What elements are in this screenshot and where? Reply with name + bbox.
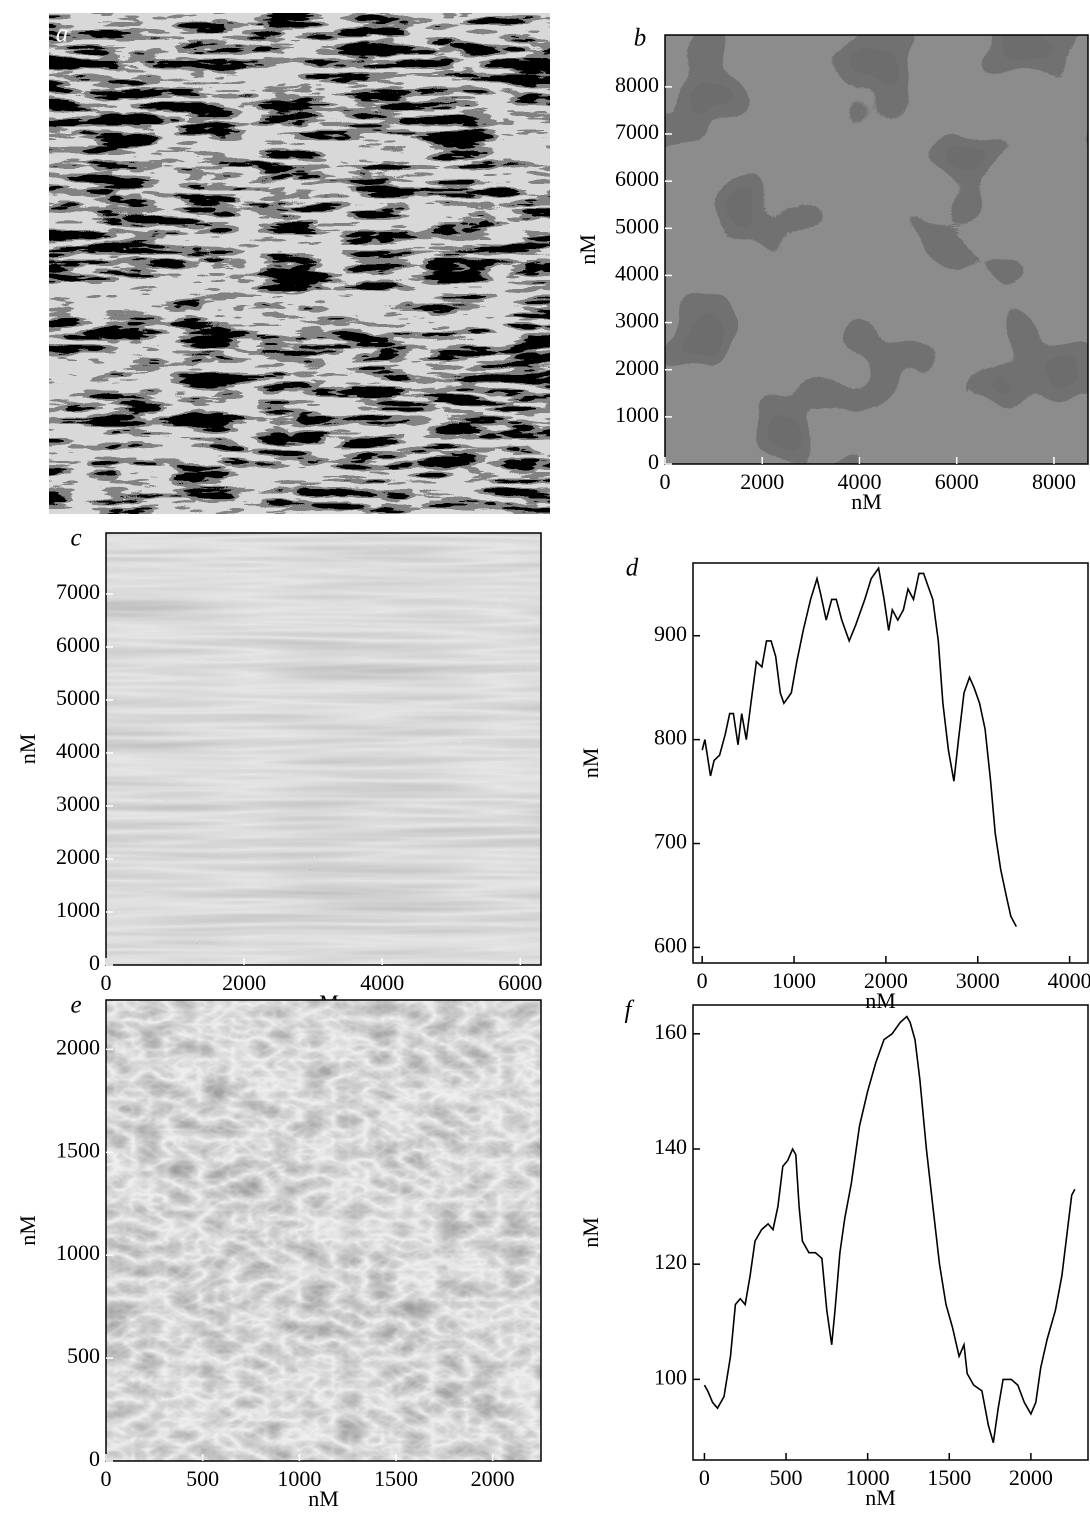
- figure: a020004000600080000100020003000400050006…: [0, 0, 1090, 1519]
- y-tick-label: 100: [654, 1364, 687, 1389]
- x-tick-label: 2000: [471, 1466, 515, 1491]
- y-tick-label: 800: [654, 725, 687, 750]
- y-tick-label: 1000: [56, 897, 100, 922]
- panel-label: f: [625, 997, 635, 1024]
- y-axis-label: nM: [575, 234, 600, 265]
- y-tick-label: 2000: [56, 1034, 100, 1059]
- x-tick-label: 1500: [927, 1465, 971, 1490]
- x-tick-label: 2000: [1009, 1465, 1053, 1490]
- profile-line: [702, 568, 1016, 926]
- panel-label: b: [634, 25, 647, 52]
- afm-image-texture: [665, 35, 1088, 464]
- y-tick-label: 7000: [615, 119, 659, 144]
- y-axis-label: nM: [578, 1217, 603, 1248]
- y-tick-label: 4000: [615, 260, 659, 285]
- y-tick-label: 0: [648, 449, 659, 474]
- y-tick-label: 160: [654, 1019, 687, 1044]
- axes-frame: [693, 1005, 1088, 1460]
- afm-image-texture: [49, 13, 550, 514]
- y-tick-label: 2000: [56, 844, 100, 869]
- y-tick-label: 500: [67, 1343, 100, 1368]
- x-tick-label: 0: [697, 968, 708, 993]
- y-tick-label: 4000: [56, 738, 100, 763]
- y-tick-label: 1000: [615, 402, 659, 427]
- y-tick-label: 3000: [56, 791, 100, 816]
- afm-image-texture: [106, 1000, 541, 1461]
- y-tick-label: 8000: [615, 72, 659, 97]
- page: {"chart_data": [ {"type": "image", "titl…: [0, 0, 1090, 1519]
- y-tick-label: 900: [654, 621, 687, 646]
- x-axis-label: nM: [851, 489, 882, 514]
- y-tick-label: 5000: [56, 685, 100, 710]
- x-tick-label: 4000: [1048, 968, 1090, 993]
- x-tick-label: 500: [770, 1465, 803, 1490]
- y-tick-label: 6000: [56, 632, 100, 657]
- panel-label: d: [626, 555, 639, 582]
- y-tick-label: 6000: [615, 166, 659, 191]
- x-tick-label: 6000: [935, 469, 979, 494]
- x-tick-label: 2000: [222, 970, 266, 995]
- y-tick-label: 5000: [615, 213, 659, 238]
- x-tick-label: 3000: [956, 968, 1000, 993]
- x-tick-label: 0: [699, 1465, 710, 1490]
- y-tick-label: 1500: [56, 1137, 100, 1162]
- y-axis-label: nM: [578, 748, 603, 779]
- x-tick-label: 500: [186, 1466, 219, 1491]
- y-tick-label: 0: [89, 950, 100, 975]
- y-tick-label: 1000: [56, 1240, 100, 1265]
- x-tick-label: 8000: [1032, 469, 1076, 494]
- x-axis-label: nM: [865, 988, 896, 1013]
- x-tick-label: 0: [101, 970, 112, 995]
- y-tick-label: 0: [89, 1446, 100, 1471]
- x-axis-label: nM: [308, 1486, 339, 1511]
- panel-label: c: [70, 525, 81, 552]
- x-tick-label: 0: [101, 1466, 112, 1491]
- x-tick-label: 2000: [740, 469, 784, 494]
- y-tick-label: 700: [654, 829, 687, 854]
- y-tick-label: 3000: [615, 308, 659, 333]
- panel-label: a: [56, 21, 69, 48]
- x-tick-label: 6000: [498, 970, 542, 995]
- panel-label: e: [70, 992, 81, 1019]
- x-tick-label: 0: [660, 469, 671, 494]
- y-tick-label: 140: [654, 1134, 687, 1159]
- y-axis-label: nM: [15, 734, 40, 765]
- y-tick-label: 7000: [56, 579, 100, 604]
- profile-line: [704, 1017, 1075, 1443]
- x-tick-label: 1500: [374, 1466, 418, 1491]
- y-tick-label: 120: [654, 1249, 687, 1274]
- x-tick-label: 1000: [772, 968, 816, 993]
- x-axis-label: nM: [865, 1485, 896, 1510]
- y-axis-label: nM: [15, 1215, 40, 1246]
- afm-image-texture: [106, 533, 541, 965]
- y-tick-label: 600: [654, 932, 687, 957]
- x-tick-label: 4000: [360, 970, 404, 995]
- y-tick-label: 2000: [615, 355, 659, 380]
